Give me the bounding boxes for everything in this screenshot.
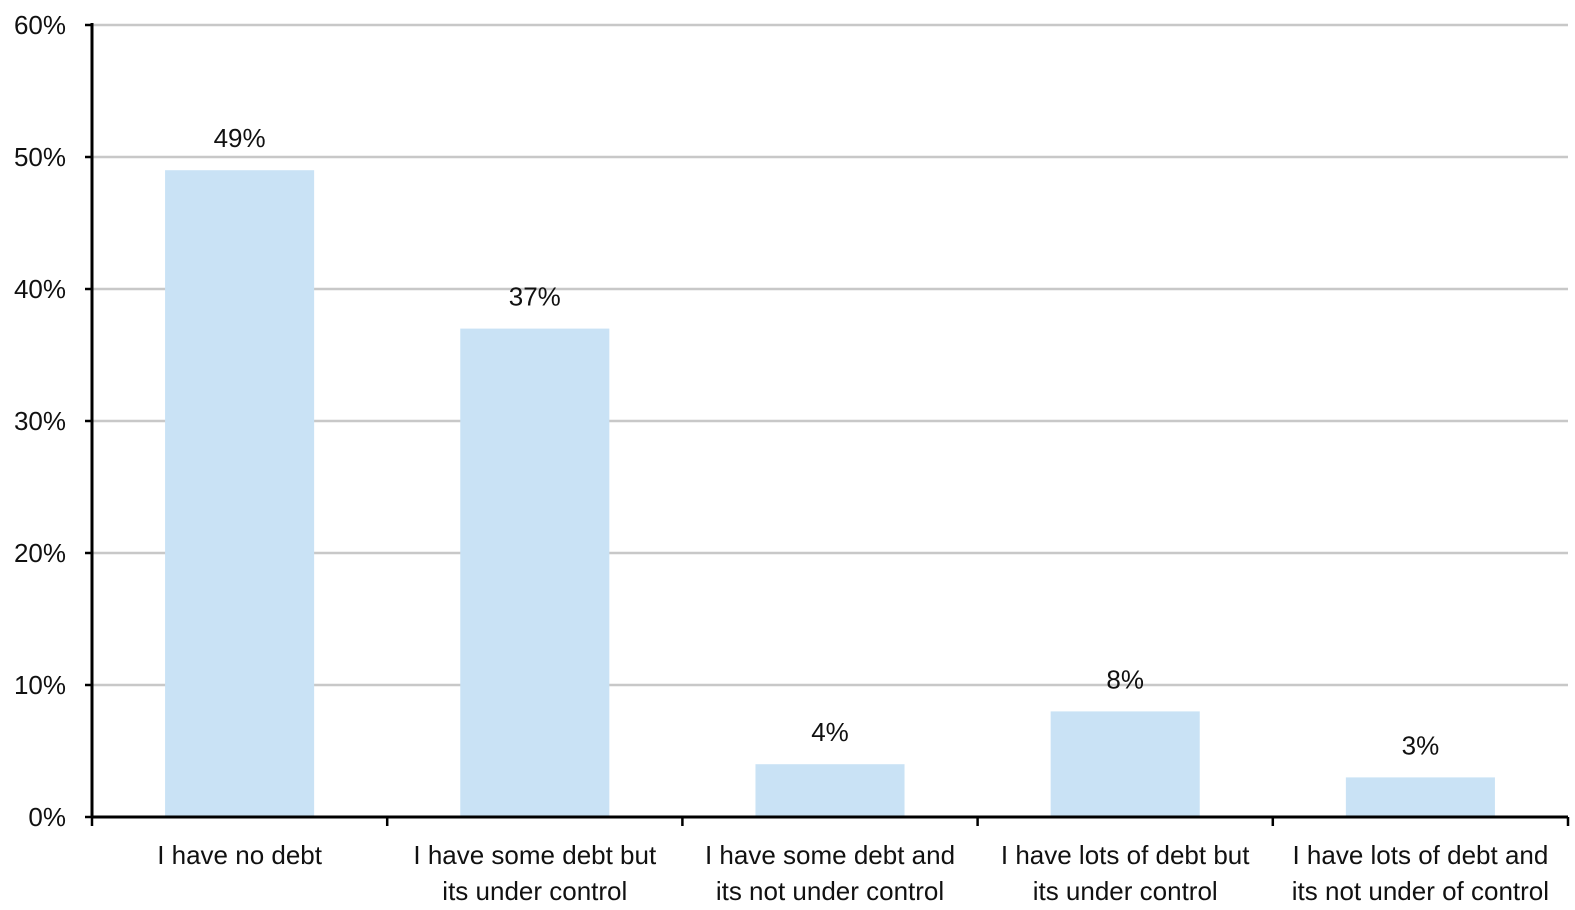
data-label: 49% (214, 123, 266, 153)
y-tick-label: 10% (14, 670, 66, 700)
y-tick-label: 30% (14, 406, 66, 436)
x-tick-label: I have lots of debt and its not under of … (1292, 840, 1549, 906)
y-tick-label: 20% (14, 538, 66, 568)
x-tick-label-line: its under control (1033, 876, 1218, 906)
bar (1050, 711, 1200, 817)
data-label: 8% (1106, 664, 1144, 694)
x-tick-label-line: its not under control (716, 876, 944, 906)
y-tick-label: 0% (28, 802, 66, 832)
data-label: 37% (509, 282, 561, 312)
axes (85, 23, 1570, 826)
data-label: 3% (1402, 730, 1440, 760)
y-tick-label: 40% (14, 274, 66, 304)
x-tick-label-line: I have lots of debt and (1292, 840, 1548, 870)
bar (165, 170, 315, 817)
bar (755, 764, 905, 817)
y-tick-label: 50% (14, 142, 66, 172)
x-tick-label: I have some debt but its under control (413, 840, 657, 906)
x-tick-label-line: I have lots of debt but (1001, 840, 1250, 870)
x-tick-label-line: its not under of control (1292, 876, 1549, 906)
x-tick-label-line: I have some debt and (705, 840, 955, 870)
x-tick-label-line: I have no debt (157, 840, 323, 870)
x-tick-label: I have no debt (157, 840, 323, 870)
gridlines (92, 23, 1568, 687)
x-tick-label-line: its under control (442, 876, 627, 906)
labels: 0% 10% 20% 30% 40% 50% 60% 49% I have no debt 37%… (14, 10, 1549, 906)
bars (165, 170, 1495, 817)
y-tick-label: 60% (14, 10, 66, 40)
data-label: 4% (811, 717, 849, 747)
x-tick-label-line: I have some debt but (413, 840, 657, 870)
bar (460, 328, 610, 817)
bar (1345, 777, 1495, 817)
x-tick-label: I have some debt and its not under contro… (705, 840, 955, 906)
x-tick-label: I have lots of debt but its under control (1001, 840, 1250, 906)
